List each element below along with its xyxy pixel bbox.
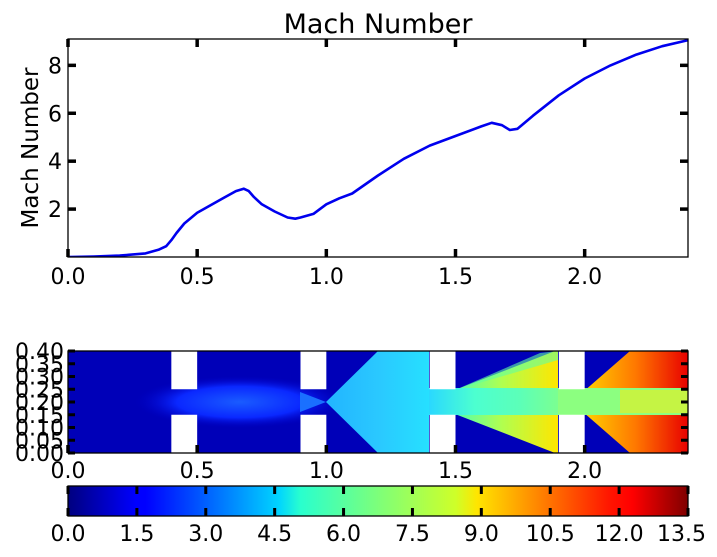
data-point <box>197 212 198 213</box>
map-x-tick-label: 0.5 <box>180 459 215 484</box>
data-point <box>339 198 340 199</box>
solid-block-0 <box>171 351 198 390</box>
line-axis-ticks: 0.0 0.5 1.0 1.5 2.0 2 4 6 8 <box>48 39 688 290</box>
colorbar-tick-label: 13.5 <box>657 522 706 547</box>
data-point <box>235 191 236 192</box>
data-point <box>158 249 159 250</box>
x-tick-label: 2.0 <box>567 265 602 290</box>
data-point <box>326 204 327 205</box>
solid-block-1 <box>171 414 198 453</box>
solid-block-3 <box>300 414 327 453</box>
field-map-image <box>68 351 688 453</box>
data-point <box>636 54 637 55</box>
data-point <box>509 129 510 130</box>
data-point <box>377 175 378 176</box>
data-point <box>352 193 353 194</box>
line-series-group <box>68 39 688 257</box>
map-x-tick-label: 2.0 <box>567 459 602 484</box>
map-y-tick-label: 0.00 <box>15 442 64 467</box>
solid-block-5 <box>429 414 456 453</box>
data-point <box>210 205 211 206</box>
data-point <box>119 255 120 256</box>
x-tick-label: 0.0 <box>51 265 86 290</box>
colorbar-tick-label: 6.0 <box>326 522 361 547</box>
data-point <box>313 213 314 214</box>
data-point <box>243 188 244 189</box>
solid-blocks <box>171 351 585 453</box>
map-y-tick-label: 0.25 <box>15 378 64 403</box>
colorbar-tick-label: 3.0 <box>188 522 223 547</box>
x-tick-label: 0.5 <box>180 265 215 290</box>
data-point <box>274 211 275 212</box>
data-point <box>532 115 533 116</box>
y-tick-label: 8 <box>48 54 62 79</box>
map-x-tick-label: 0.0 <box>51 459 86 484</box>
data-point <box>481 126 482 127</box>
colorbar: 0.0 1.5 3.0 4.5 6.0 7.5 9.0 10.5 12.0 13.5 <box>51 485 706 547</box>
field-map: 0.0 0.5 1.0 1.5 2.00.000.050.100.150.200.250… <box>15 340 689 484</box>
colorbar-tick-label: 12.0 <box>595 522 644 547</box>
data-point <box>184 223 185 224</box>
data-point <box>501 125 502 126</box>
field-map-frame <box>67 350 689 454</box>
map-y-tick-label: 0.15 <box>15 404 64 429</box>
data-point <box>403 158 404 159</box>
y-tick-label: 4 <box>48 150 62 175</box>
data-point <box>287 217 288 218</box>
map-y-tick-label: 0.35 <box>15 353 64 378</box>
data-point <box>166 246 167 247</box>
x-tick-label: 1.0 <box>309 265 344 290</box>
y-axis-label: Mach Number <box>18 67 44 228</box>
data-point <box>145 253 146 254</box>
data-point <box>295 218 296 219</box>
solid-block-6 <box>558 351 585 390</box>
line-chart: Mach Number Mach Number 0.0 0.5 1.0 1.5 2.0 2… <box>18 9 689 290</box>
data-point <box>171 240 172 241</box>
data-point <box>584 78 585 79</box>
data-point <box>455 135 456 136</box>
map-x-tick-label: 1.0 <box>309 459 344 484</box>
colorbar-tick-label: 9.0 <box>464 522 499 547</box>
data-point <box>429 145 430 146</box>
plot-area <box>68 39 688 257</box>
data-point <box>300 217 301 218</box>
solid-block-4 <box>429 351 456 390</box>
map-y-tick-label: 0.20 <box>15 391 64 416</box>
data-point <box>558 95 559 96</box>
field-map-axis-ticks: 0.0 0.5 1.0 1.5 2.00.000.050.100.150.200.250… <box>15 340 688 484</box>
x-tick-label: 1.5 <box>438 265 473 290</box>
colorbar-tick-label: 10.5 <box>526 522 575 547</box>
data-point <box>662 46 663 47</box>
colorbar-ticks: 0.0 1.5 3.0 4.5 6.0 7.5 9.0 10.5 12.0 13.5 <box>51 486 706 547</box>
map-y-tick-label: 0.30 <box>15 366 64 391</box>
map-y-tick-label: 0.05 <box>15 429 64 454</box>
data-point <box>248 191 249 192</box>
y-tick-label: 6 <box>48 102 62 127</box>
map-y-tick-label: 0.40 <box>15 340 64 365</box>
data-point <box>261 204 262 205</box>
data-point <box>491 122 492 123</box>
map-x-tick-label: 1.5 <box>438 459 473 484</box>
data-point <box>176 232 177 233</box>
map-y-tick-label: 0.10 <box>15 417 64 442</box>
data-point <box>517 128 518 129</box>
plot-frame <box>67 38 689 258</box>
solid-block-2 <box>300 351 327 390</box>
data-point <box>222 198 223 199</box>
data-point <box>610 65 611 66</box>
series-line-0 <box>68 39 688 257</box>
data-point <box>253 197 254 198</box>
solid-block-7 <box>558 414 585 453</box>
colorbar-gradient <box>67 485 689 517</box>
colorbar-tick-label: 7.5 <box>395 522 430 547</box>
colorbar-tick-label: 0.0 <box>51 522 86 547</box>
colorbar-tick-label: 4.5 <box>257 522 292 547</box>
chart-title: Mach Number <box>284 9 474 40</box>
colorbar-tick-label: 1.5 <box>119 522 154 547</box>
y-tick-label: 2 <box>48 198 62 223</box>
